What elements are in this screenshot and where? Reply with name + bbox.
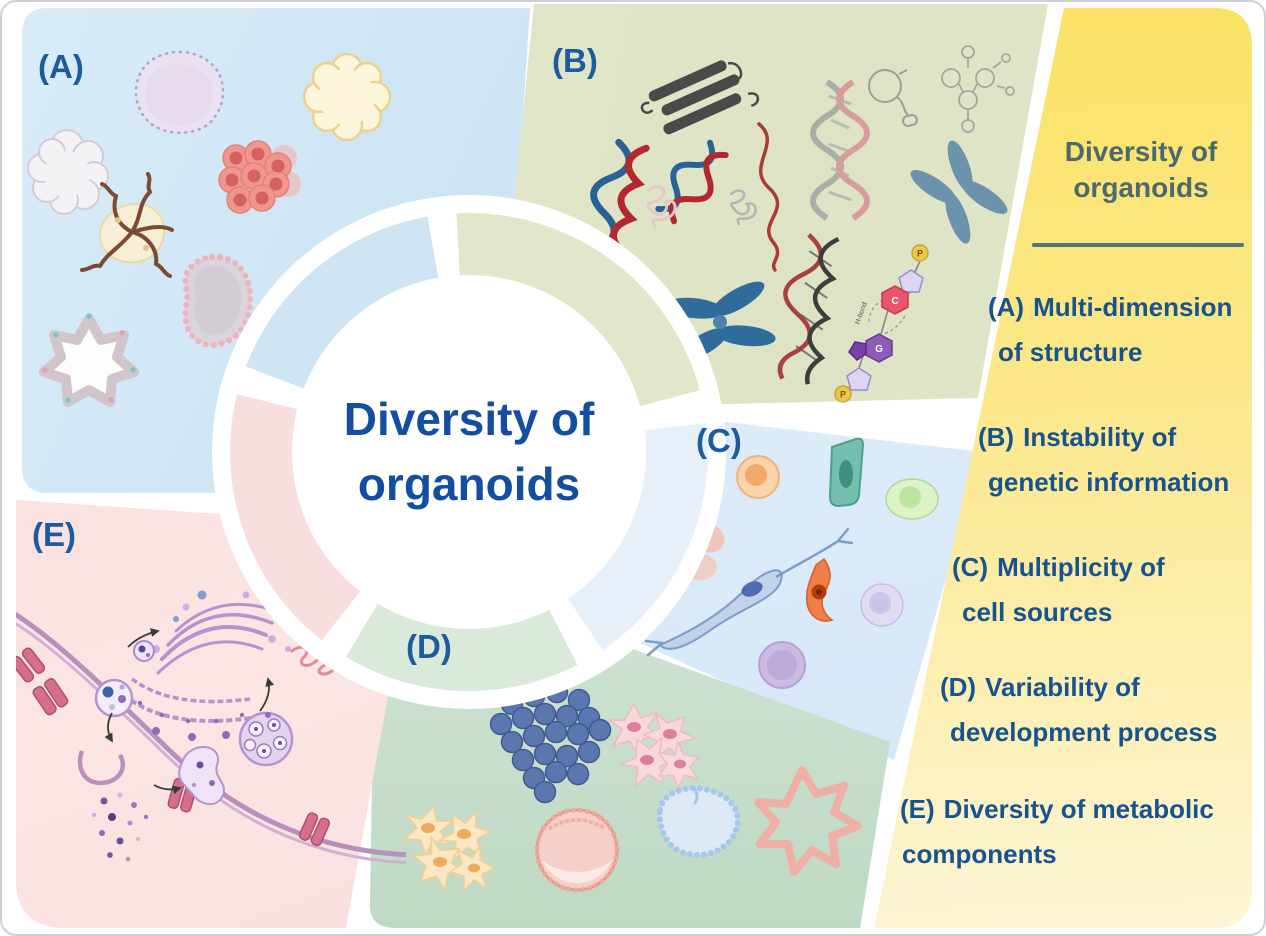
guanine-ring-icon xyxy=(865,333,893,363)
item-e-tag: (E) xyxy=(900,794,935,824)
sidebar-item-b: (B) Instability of genetic information xyxy=(978,415,1229,505)
channel-protein-icon xyxy=(32,678,69,716)
panel-e-art xyxy=(16,590,406,865)
panel-d-label: (D) xyxy=(406,628,452,665)
plasmid-icon xyxy=(868,69,918,127)
item-e-line1: Diversity of metabolic xyxy=(943,794,1214,824)
star-outline-organoid-icon xyxy=(754,766,862,876)
round-cell-lavender-icon xyxy=(860,583,904,627)
sugar-pentose-bottom-icon xyxy=(846,367,872,391)
item-a-line2: of structure xyxy=(998,337,1143,367)
molecule-dots-icon xyxy=(91,792,149,862)
panel-e-label: (E) xyxy=(32,516,76,553)
embryoid-body-icon xyxy=(534,807,620,893)
cyst-blue-icon xyxy=(656,785,741,858)
item-a-line1: Multi-dimension xyxy=(1033,292,1233,322)
item-b-line2: genetic information xyxy=(988,467,1230,497)
sugar-pentose-top-icon xyxy=(898,269,924,293)
spindle-cell-orange-icon xyxy=(805,557,834,622)
stellate-cells-pink-icon xyxy=(607,700,708,797)
spindle-cell-blue-icon xyxy=(644,527,854,657)
round-cell-purple-icon xyxy=(758,641,806,689)
chromosome-blue-right-icon xyxy=(910,140,1008,244)
svg-text:P: P xyxy=(840,390,846,400)
sidebar-title: Diversity of organoids xyxy=(1064,136,1218,204)
kidney-organoid-icon xyxy=(182,253,254,349)
cytosine-ring-icon xyxy=(881,285,909,315)
channel-protein-icon xyxy=(16,647,46,683)
item-a-tag: (A) xyxy=(988,292,1025,322)
morula-cluster-icon xyxy=(489,680,612,804)
item-b-line1: Instability of xyxy=(1023,422,1177,452)
golgi-icon xyxy=(152,590,291,675)
item-b-tag: (B) xyxy=(978,422,1015,452)
secretory-vesicle-icon xyxy=(178,746,226,806)
svg-text:C: C xyxy=(891,296,898,307)
neural-organoid-icon xyxy=(80,172,174,278)
item-c-line2: cell sources xyxy=(962,597,1113,627)
center-badge: Diversity of organoids xyxy=(292,275,646,629)
item-c-tag: (C) xyxy=(952,552,989,582)
svg-text:H-bond: H-bond xyxy=(854,301,868,325)
channel-protein-icon xyxy=(298,812,331,847)
er-icon xyxy=(122,677,259,741)
center-title-line1: Diversity of xyxy=(343,392,595,445)
item-d-tag: (D) xyxy=(940,672,977,702)
vesicle-large-icon xyxy=(94,678,134,718)
panel-d-art xyxy=(396,680,862,900)
rna-strand-red-icon xyxy=(757,122,780,272)
rna-squiggle-pink-icon xyxy=(646,185,677,228)
oval-cell-green-icon xyxy=(885,478,939,520)
elongated-cell-teal-icon xyxy=(828,437,865,508)
sidebar-item-e: (E) Diversity of metabolic components xyxy=(900,787,1214,877)
cystic-organoid-icon xyxy=(39,313,139,407)
svg-text:G: G xyxy=(875,344,883,355)
dna-helix-black-red-icon xyxy=(777,233,840,385)
stellate-cells-orange-icon xyxy=(396,799,499,900)
base-pair-structure-icon: P C G P H-bond xyxy=(834,244,929,403)
round-cell-orange-icon xyxy=(736,455,780,499)
vesicle-small-icon xyxy=(133,640,155,662)
flower-organoid-icon xyxy=(302,52,392,142)
sidebar-divider xyxy=(1032,243,1244,247)
cycle-arrows-icon xyxy=(104,628,275,795)
pentagon-organoid-icon xyxy=(134,50,225,135)
sidebar-item-a: (A) Multi-dimension of structure xyxy=(988,285,1232,375)
panel-a-label: (A) xyxy=(38,48,84,85)
panel-a-art xyxy=(27,50,392,407)
panel-c-label: (C) xyxy=(696,422,742,459)
svg-text:P: P xyxy=(917,249,923,259)
sidebar-item-d: (D) Variability of development process xyxy=(940,665,1217,755)
item-e-line2: components xyxy=(902,839,1057,869)
center-title-line2: organoids xyxy=(357,458,581,510)
rna-squiggle-gray-icon xyxy=(729,189,757,226)
phosphate-icon xyxy=(911,244,929,262)
dna-helix-gray-pink-icon xyxy=(810,79,870,221)
item-c-line1: Multiplicity of xyxy=(997,552,1165,582)
panel-b-label: (B) xyxy=(552,42,598,79)
sidebar-item-c: (C) Multiplicity of cell sources xyxy=(952,545,1165,635)
protein-ribbon-icon xyxy=(640,60,760,135)
brain-organoid-icon xyxy=(27,129,109,215)
membrane-curve-icon xyxy=(16,611,406,865)
cell-cluster-organoid-icon xyxy=(218,140,301,214)
multivesicular-body-icon xyxy=(238,711,294,767)
item-d-line1: Variability of xyxy=(985,672,1140,702)
phosphate-icon xyxy=(834,385,852,403)
trna-cloverleaf-icon xyxy=(941,45,1015,133)
guanine-pentagon-icon xyxy=(848,341,867,361)
item-d-line2: development process xyxy=(950,717,1218,747)
